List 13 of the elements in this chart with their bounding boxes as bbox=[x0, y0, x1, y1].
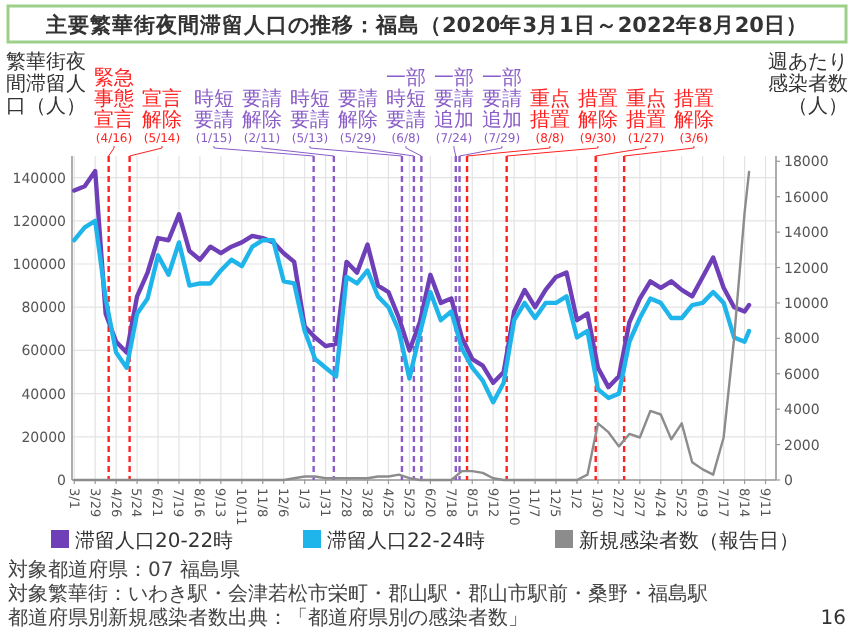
legend-label: 滞留人口20-22時 bbox=[75, 529, 234, 553]
legend-label: 新規感染者数（報告日） bbox=[579, 529, 799, 553]
y2-axis-title: 週あたり感染者数（人） bbox=[768, 52, 848, 118]
y-axis-title: 繁華街夜間滞留人口（人） bbox=[6, 50, 86, 118]
line-series bbox=[72, 168, 752, 390]
line-series bbox=[73, 170, 751, 482]
text: 16 bbox=[820, 608, 846, 630]
chart-title: 主要繁華街夜間滞留人口の推移：福島（2020年3月1日～2022年8月20日） bbox=[44, 12, 808, 38]
line-series bbox=[72, 218, 752, 405]
text: 対象繁華街：いわき駅・会津若松市栄町・郡山駅・郡山市駅前・桑野・福島駅 bbox=[8, 582, 708, 606]
legend-label: 滞留人口22-24時 bbox=[327, 529, 486, 553]
text: 対象都道府県：07 福島県 bbox=[8, 558, 240, 582]
text: 都道府県別新規感染者数出典：「都道府県別の感染者数」 bbox=[8, 606, 528, 630]
